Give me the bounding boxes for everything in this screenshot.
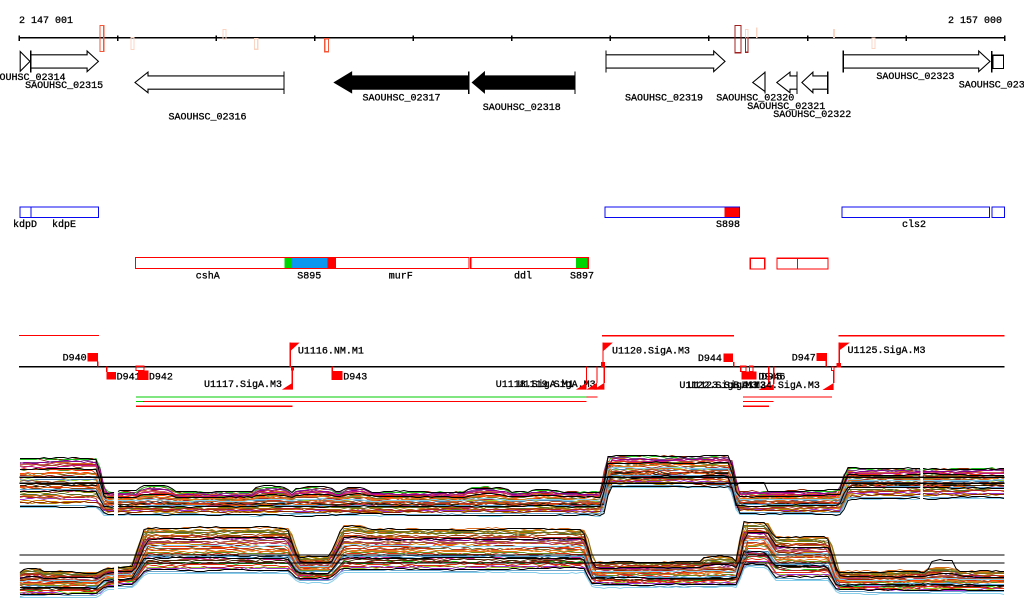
svg-text:U1117.SigA.M3: U1117.SigA.M3 (204, 379, 282, 391)
svg-text:SAOUHSC_02314: SAOUHSC_02314 (0, 73, 66, 84)
svg-text:SAOUHSC_02319: SAOUHSC_02319 (625, 94, 703, 105)
svg-text:SAOUHSC_02324: SAOUHSC_02324 (959, 80, 1024, 91)
svg-text:D941: D941 (117, 372, 141, 383)
svg-text:U1123.SigA.M3: U1123.SigA.M3 (688, 380, 766, 392)
svg-text:SAOUHSC_02323: SAOUHSC_02323 (876, 72, 954, 83)
svg-text:2 147 001: 2 147 001 (19, 16, 73, 27)
svg-text:SAOUHSC_02321: SAOUHSC_02321 (747, 102, 825, 113)
svg-text:U1125.SigA.M3: U1125.SigA.M3 (848, 345, 926, 357)
svg-text:U1119.SigA.M3: U1119.SigA.M3 (518, 379, 596, 391)
svg-text:S898: S898 (716, 220, 740, 231)
svg-text:U1116.NM.M1: U1116.NM.M1 (298, 346, 364, 357)
svg-text:S895: S895 (297, 272, 321, 283)
svg-text:SAOUHSC_02316: SAOUHSC_02316 (169, 112, 247, 123)
svg-text:SAOUHSC_02322: SAOUHSC_02322 (773, 110, 851, 121)
svg-text:kdpE: kdpE (52, 219, 76, 231)
svg-text:SAOUHSC_02317: SAOUHSC_02317 (363, 94, 441, 105)
svg-text:S897: S897 (570, 272, 594, 283)
svg-text:kdpD: kdpD (13, 219, 37, 231)
svg-text:cls2: cls2 (902, 219, 926, 231)
svg-text:2 157 000: 2 157 000 (948, 16, 1002, 27)
svg-text:SAOUHSC_02315: SAOUHSC_02315 (25, 81, 103, 92)
svg-text:cshA: cshA (196, 271, 220, 283)
svg-text:U1124.SigA.M3: U1124.SigA.M3 (742, 380, 820, 392)
svg-text:D944: D944 (698, 354, 722, 365)
svg-text:D943: D943 (343, 372, 367, 383)
svg-text:U1118.SigA.M1: U1118.SigA.M1 (496, 379, 574, 391)
svg-text:D940: D940 (63, 353, 87, 364)
svg-text:murF: murF (389, 272, 413, 283)
svg-text:SAOUHSC_02318: SAOUHSC_02318 (483, 103, 561, 114)
svg-text:D947: D947 (792, 354, 816, 365)
svg-text:D945: D945 (758, 372, 782, 383)
svg-text:SAOUHSC_02320: SAOUHSC_02320 (716, 94, 794, 105)
svg-text:ddl: ddl (514, 271, 532, 283)
svg-text:U1122.SigB.M3: U1122.SigB.M3 (679, 380, 757, 392)
svg-text:U1120.SigA.M3: U1120.SigA.M3 (612, 345, 690, 357)
svg-text:D942: D942 (149, 372, 173, 383)
